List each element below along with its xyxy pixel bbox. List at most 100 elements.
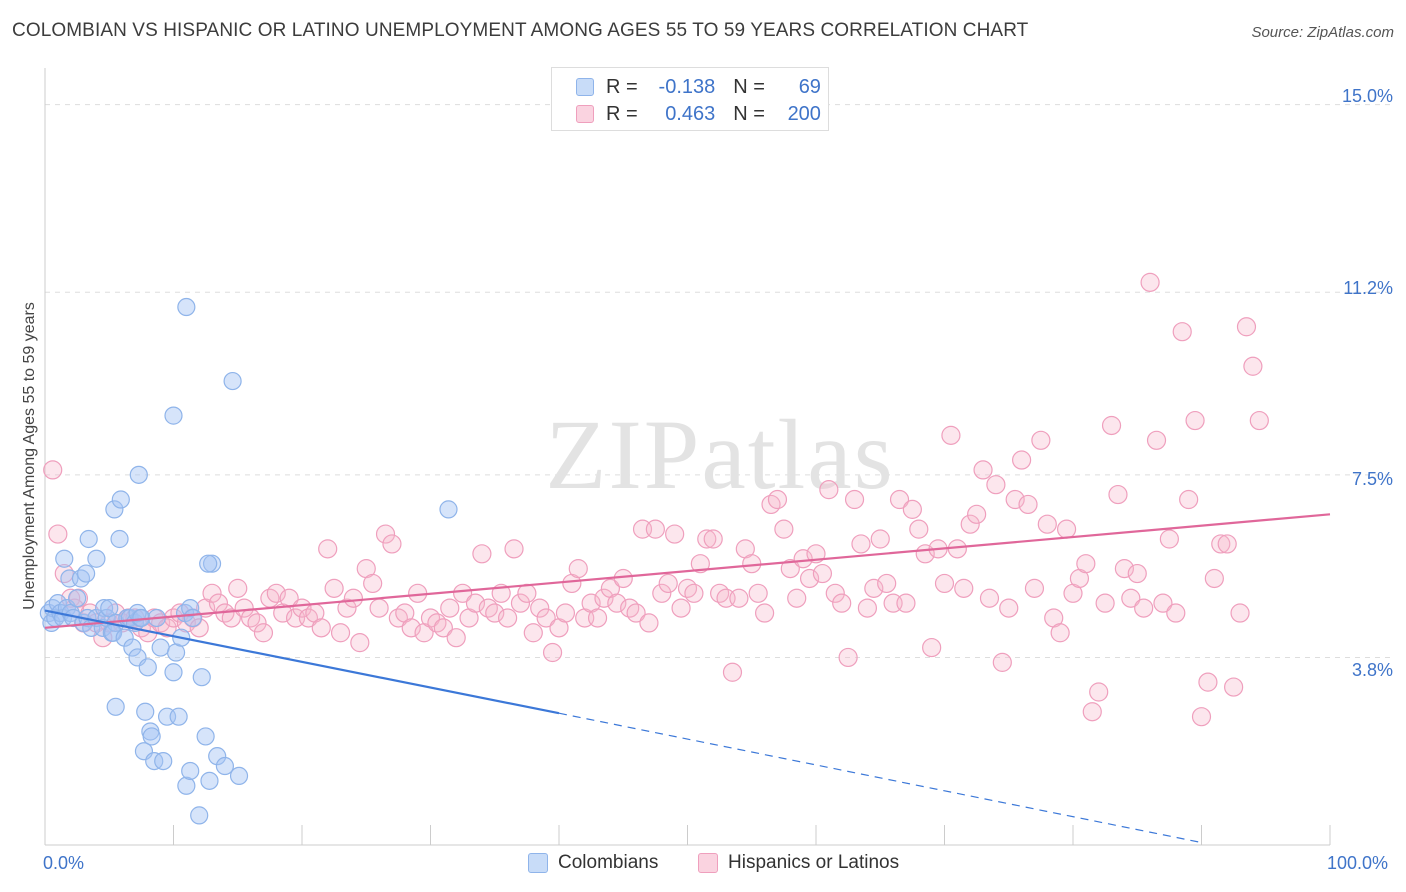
colombians-point (77, 564, 96, 583)
hispanics-point (1172, 322, 1192, 342)
hispanics-point (517, 583, 537, 603)
hispanics-point (896, 593, 916, 613)
hispanics-point (1179, 489, 1199, 510)
colombians-point (105, 500, 124, 519)
hispanics-point (703, 529, 723, 549)
legend-item-colombians[interactable]: Colombians (528, 852, 658, 874)
hispanics-point (48, 524, 68, 544)
r-value: -0.138 (658, 75, 716, 98)
hispanics-point (536, 608, 556, 628)
colombians-point (115, 628, 134, 647)
hispanics-point (1121, 588, 1141, 608)
hispanics-point (388, 608, 408, 628)
colombians-point (123, 638, 142, 657)
hispanics-point (1037, 514, 1057, 534)
hispanics-point (247, 613, 267, 633)
watermark: ZIPatlas (545, 399, 894, 510)
hispanics-point (369, 598, 389, 618)
hispanics-point (453, 583, 473, 603)
hispanics-point (363, 573, 383, 594)
hispanics-point (787, 588, 807, 608)
colombians-point (129, 465, 148, 484)
legend-item-hispanics[interactable]: Hispanics or Latinos (698, 852, 899, 874)
colombians-point (79, 529, 98, 549)
colombians-point (439, 500, 458, 519)
hispanics-point (318, 539, 338, 559)
hispanics-point (986, 475, 1006, 495)
hispanics-point (510, 593, 531, 613)
colombians-point (87, 549, 106, 568)
hispanics-point (799, 568, 820, 589)
hispanics-point (54, 563, 74, 584)
hispanics-point (202, 583, 222, 603)
colombians-point (142, 727, 161, 746)
hispanics-point (819, 480, 839, 500)
hispanics-point (1018, 494, 1038, 515)
hispanics-point (877, 573, 897, 594)
hispanics-point (934, 573, 955, 594)
hispanics-point (902, 499, 922, 519)
hispanics-point (324, 578, 344, 598)
hispanics-point (1217, 534, 1237, 554)
hispanics-point (1166, 603, 1186, 623)
hispanics-point (157, 618, 177, 638)
hispanics-point (1108, 484, 1128, 505)
hispanics-point (1224, 677, 1244, 697)
hispanics-point (684, 583, 704, 603)
hispanics-point (1243, 356, 1263, 376)
hispanics-point (999, 598, 1019, 618)
hispanics-point (427, 613, 447, 633)
hispanics-point (613, 568, 633, 589)
hispanics-point (1198, 672, 1218, 692)
hispanics-point (677, 578, 698, 598)
hispanics-point (311, 618, 331, 638)
hispanics-point (607, 593, 627, 613)
colombians-point (106, 697, 125, 716)
colombians-point (71, 569, 91, 588)
hispanics-point (774, 519, 794, 539)
hispanics-point (793, 549, 813, 569)
hispanics-point (864, 578, 884, 598)
hispanics-point (504, 539, 524, 559)
hispanics-point (1101, 415, 1122, 436)
hispanics-point (639, 613, 659, 633)
hispanics-point (1204, 568, 1224, 589)
hispanics-point (710, 583, 730, 603)
hispanics-point (1076, 554, 1096, 574)
hispanics-point (960, 514, 980, 534)
hispanics-point (1095, 593, 1115, 613)
colombians-point (68, 589, 87, 608)
hispanics-point (1249, 410, 1269, 431)
hispanics-point (967, 504, 987, 524)
hispanics-point (555, 603, 576, 623)
colombians-point (154, 751, 173, 771)
hispanics-point (478, 598, 498, 618)
hispanics-point (375, 524, 396, 544)
colombians-point (183, 608, 202, 628)
hispanics-points (43, 272, 1269, 727)
hispanics-point (1114, 559, 1135, 579)
hispanics-point (1127, 563, 1147, 584)
n-label: N = (733, 102, 765, 125)
hispanics-point (382, 534, 402, 554)
hispanics-point (645, 519, 665, 539)
legend-label: Colombians (558, 852, 659, 873)
hispanics-point (851, 534, 871, 554)
hispanics-point (857, 598, 878, 618)
hispanics-point (498, 608, 518, 628)
hispanics-point (652, 583, 672, 603)
colombians-trendline-extension (558, 712, 1202, 844)
colombians-point (151, 638, 170, 657)
hispanics-point (954, 578, 974, 598)
y-tick-label: 3.8% (1351, 660, 1393, 680)
hispanics-point (530, 598, 550, 618)
hispanics-point (658, 573, 678, 594)
hispanics-point (587, 608, 608, 628)
hispanics-point (729, 588, 749, 608)
hispanics-point (941, 425, 961, 445)
hispanics-point (440, 598, 460, 618)
hispanics-point (1191, 707, 1212, 727)
n-value: 69 (798, 75, 821, 98)
hispanics-point (189, 618, 209, 638)
legend-swatch-blue (528, 853, 548, 873)
